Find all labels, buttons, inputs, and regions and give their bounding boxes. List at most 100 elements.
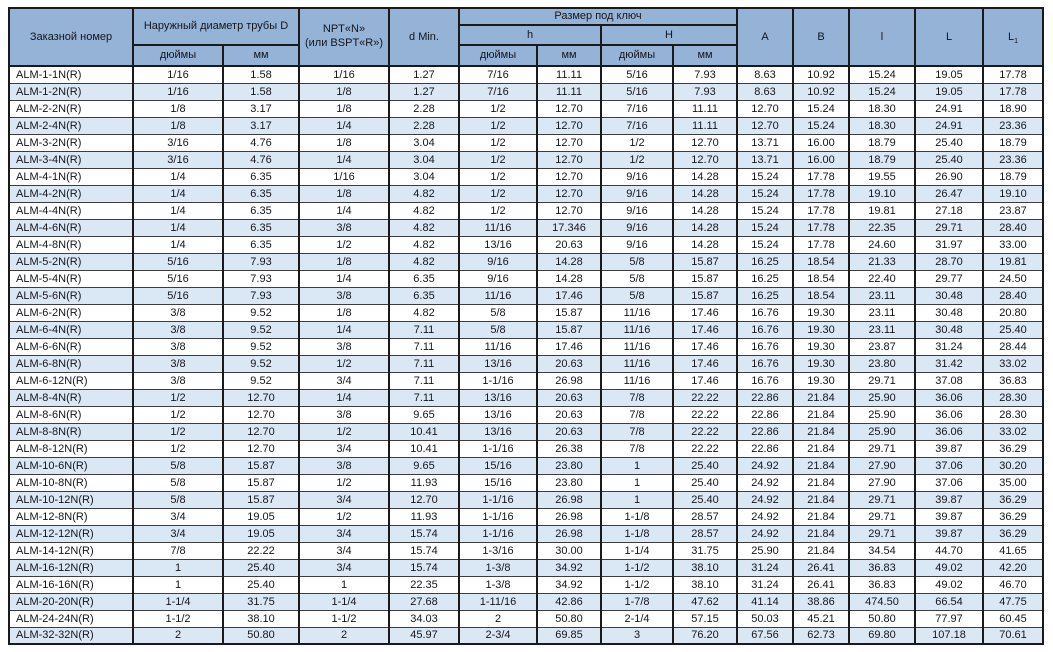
value-cell: 17.46 [536,337,602,356]
value-cell: 1/8 [132,99,224,118]
value-cell: 20.63 [536,405,602,424]
value-cell: 34.54 [848,541,916,560]
table-row: ALM-10-6N(R) 5/8 15.87 3/8 9.65 15/16 23.80 1 25… [8,456,1044,475]
value-cell: 1 [600,473,674,492]
value-cell: 25.40 [222,575,300,594]
value-cell: 10.41 [388,439,460,458]
table-row: ALM-6-8N(R) 3/8 9.52 1/2 7.11 13/16 20.63 11/16… [8,354,1044,373]
value-cell: 1-1/4 [132,592,224,611]
value-cell: 1 [600,456,674,475]
value-cell: 1-3/8 [458,558,538,577]
value-cell: 7/16 [458,82,538,101]
value-cell: 7/16 [600,116,674,135]
value-cell: 22.35 [388,575,460,594]
value-cell: 14.28 [536,269,602,288]
table-row: ALM-6-12N(R) 3/8 9.52 3/4 7.11 1-1/16 26.98 11/… [8,371,1044,390]
value-cell: 14.28 [672,184,738,203]
value-cell: 31.75 [672,541,738,560]
order-number-cell: ALM-6-8N(R) [8,354,134,373]
value-cell: 1/2 [298,354,390,373]
value-cell: 14.28 [672,218,738,237]
value-cell: 25.40 [914,150,984,169]
value-cell: 7/16 [458,65,538,84]
value-cell: 22.40 [848,269,916,288]
value-cell: 5/8 [132,473,224,492]
value-cell: 47.75 [982,592,1044,611]
value-cell: 36.06 [914,388,984,407]
value-cell: 27.90 [848,473,916,492]
value-cell: 15.87 [672,286,738,305]
value-cell: 20.63 [536,388,602,407]
value-cell: 1-1/4 [298,592,390,611]
value-cell: 7/8 [600,388,674,407]
value-cell: 6.35 [222,218,300,237]
value-cell: 4.82 [388,252,460,271]
header-col-a: A [736,7,794,67]
value-cell: 5/8 [132,456,224,475]
value-cell: 19.30 [792,320,850,339]
value-cell: 36.06 [914,405,984,424]
value-cell: 1-3/16 [458,541,538,560]
value-cell: 27.18 [914,201,984,220]
value-cell: 5/16 [132,269,224,288]
value-cell: 11/16 [458,337,538,356]
table-row: ALM-4-8N(R) 1/4 6.35 1/2 4.82 13/16 20.63 9/16 1… [8,235,1044,254]
table-row: ALM-3-2N(R) 3/16 4.76 1/8 3.04 1/2 12.70 1/2 12.… [8,133,1044,152]
value-cell: 22.86 [736,439,794,458]
table-row: ALM-8-6N(R) 1/2 12.70 3/8 9.65 13/16 20.63 7/8 2… [8,405,1044,424]
value-cell: 5/16 [132,286,224,305]
value-cell: 4.76 [222,133,300,152]
value-cell: 17.78 [792,167,850,186]
value-cell: 37.06 [914,456,984,475]
value-cell: 1-11/16 [458,592,538,611]
value-cell: 38.10 [672,558,738,577]
value-cell: 36.83 [848,558,916,577]
value-cell: 1/2 [458,99,538,118]
value-cell: 36.83 [982,371,1044,390]
value-cell: 28.30 [982,388,1044,407]
header-npt: NPT«N» (или BSPT«R») [298,7,390,67]
order-number-cell: ALM-2-2N(R) [8,99,134,118]
value-cell: 3/8 [132,303,224,322]
value-cell: 15.87 [222,473,300,492]
value-cell: 21.84 [792,507,850,526]
value-cell: 7/8 [600,422,674,441]
value-cell: 17.46 [672,320,738,339]
value-cell: 15.87 [672,269,738,288]
value-cell: 17.78 [792,218,850,237]
table-row: ALM-5-2N(R) 5/16 7.93 1/8 4.82 9/16 14.28 5/8 15… [8,252,1044,271]
value-cell: 12.70 [736,116,794,135]
value-cell: 24.91 [914,116,984,135]
value-cell: 1-1/4 [600,541,674,560]
value-cell: 16.76 [736,303,794,322]
value-cell: 25.40 [982,320,1044,339]
value-cell: 12.70 [222,388,300,407]
value-cell: 27.90 [848,456,916,475]
value-cell: 36.29 [982,439,1044,458]
header-col-L: L [914,7,984,67]
value-cell: 19.30 [792,371,850,390]
value-cell: 17.78 [792,184,850,203]
value-cell: 15.87 [222,456,300,475]
value-cell: 15.24 [792,116,850,135]
value-cell: 15.87 [672,252,738,271]
order-number-cell: ALM-5-4N(R) [8,269,134,288]
order-number-cell: ALM-1-2N(R) [8,82,134,101]
value-cell: 7/16 [600,99,674,118]
value-cell: 24.92 [736,456,794,475]
value-cell: 12.70 [536,133,602,152]
header-col-L1: L1 [982,7,1044,67]
value-cell: 36.83 [848,575,916,594]
value-cell: 69.85 [536,626,602,645]
value-cell: 3.04 [388,133,460,152]
table-body: ALM-1-1N(R) 1/16 1.58 1/16 1.27 7/16 11.11 5/16… [8,65,1044,645]
value-cell: 25.40 [222,558,300,577]
value-cell: 1-1/16 [458,371,538,390]
value-cell: 16.76 [736,320,794,339]
value-cell: 5/16 [132,252,224,271]
value-cell: 18.79 [848,133,916,152]
value-cell: 28.30 [982,405,1044,424]
value-cell: 3/4 [298,439,390,458]
value-cell: 15.24 [736,167,794,186]
value-cell: 20.63 [536,354,602,373]
